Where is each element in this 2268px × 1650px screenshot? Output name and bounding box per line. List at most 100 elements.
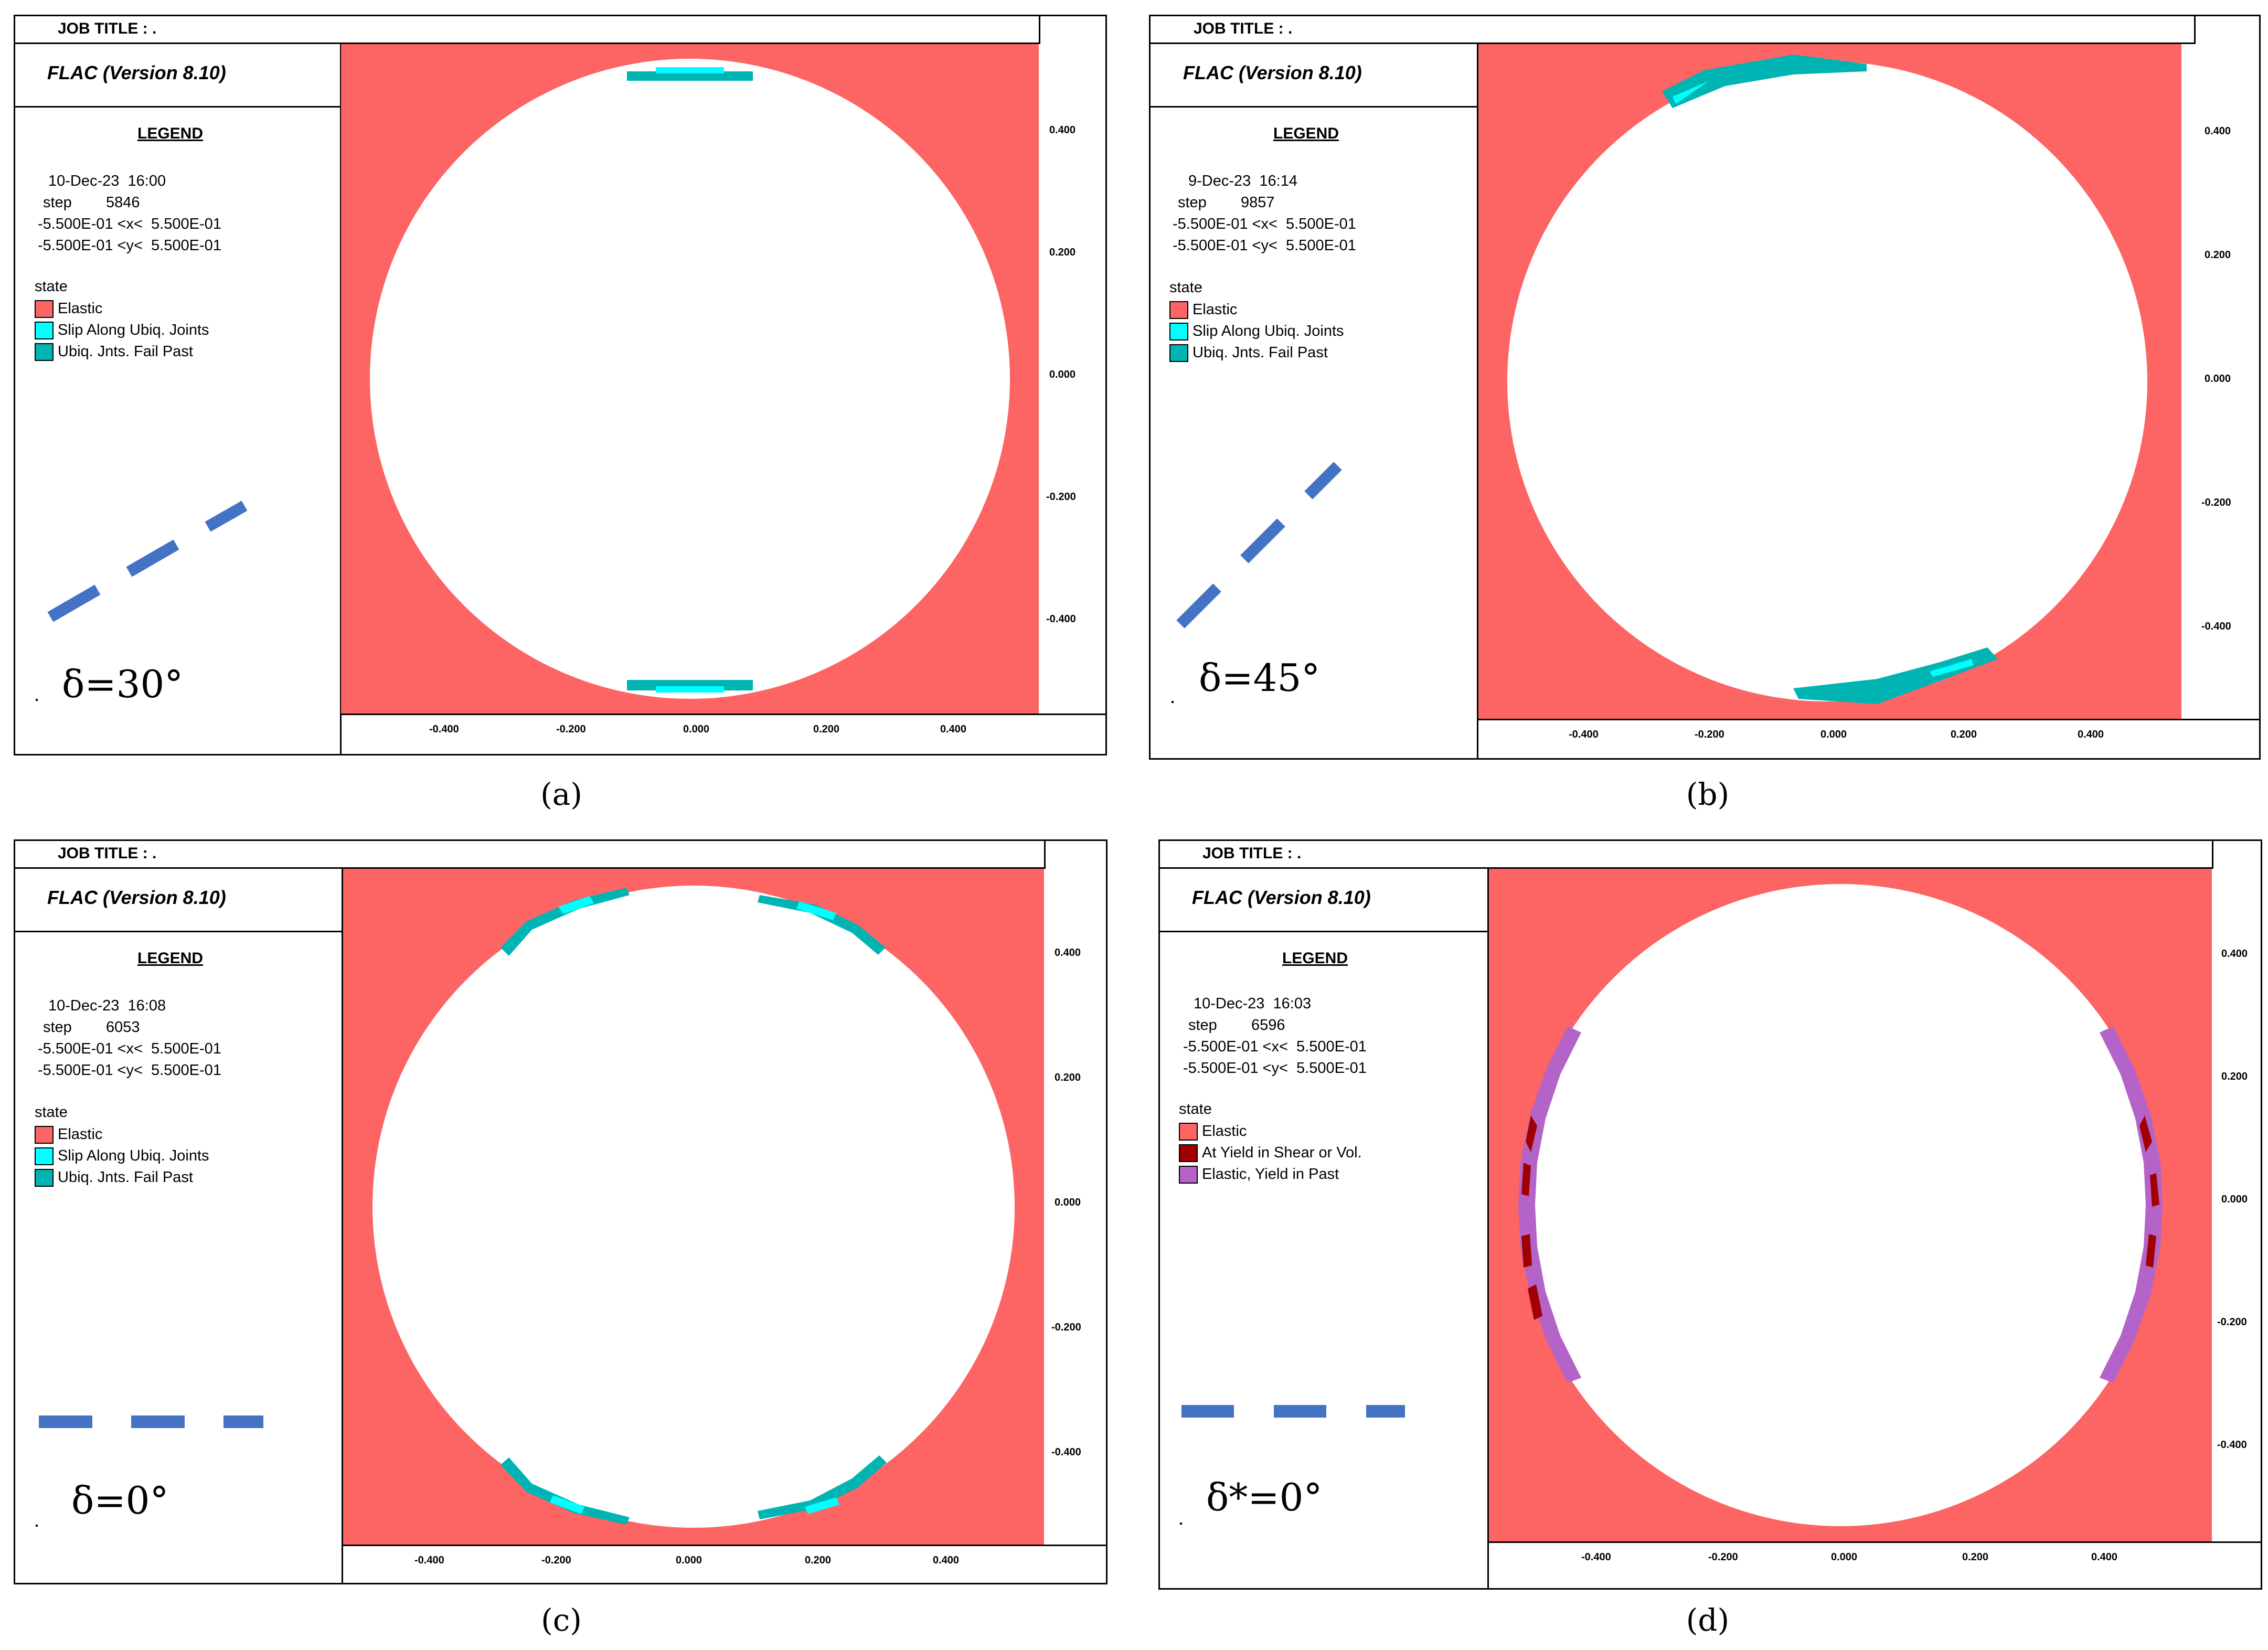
- yield-now-zone-left: [1521, 1115, 1542, 1320]
- joint-orientation-dashes: [1176, 462, 1342, 629]
- x-tick: 0.400: [2078, 729, 2104, 740]
- legend-divider: [1477, 42, 1478, 760]
- state-title: state: [1179, 1101, 1212, 1117]
- fail-zone-top: [627, 71, 753, 81]
- program-divider: [1149, 106, 1478, 108]
- step-label: step: [43, 1019, 72, 1036]
- model-plot: [343, 869, 1044, 1545]
- program-divider: [14, 106, 341, 108]
- x-tick: -0.200: [1695, 729, 1724, 740]
- joint-orientation-dashes: [39, 1415, 263, 1428]
- axis-divider: [1039, 15, 1040, 42]
- x-axis-divider: [340, 714, 1107, 715]
- y-tick: -0.200: [1051, 1322, 1081, 1333]
- program-version: FLAC (Version 8.10): [1183, 62, 1362, 83]
- step-label: step: [43, 194, 72, 211]
- job-title: JOB TITLE : .: [58, 845, 157, 862]
- step-value: 6053: [106, 1019, 140, 1036]
- x-tick: -0.400: [414, 1555, 444, 1566]
- swatch-elastic: [35, 1126, 54, 1144]
- caption: (c): [541, 1602, 582, 1638]
- delta-label: δ=45°: [1199, 656, 1321, 700]
- job-title: JOB TITLE : .: [1194, 20, 1293, 37]
- marker-dot: [1172, 701, 1174, 703]
- x-tick: 0.400: [940, 723, 966, 735]
- tunnel-opening: [370, 59, 1010, 699]
- x-tick: 0.000: [683, 723, 709, 735]
- model-plot: [1478, 44, 2181, 719]
- panel-a: JOB TITLE : . FLAC (Version 8.10) LEGEND…: [0, 0, 1123, 829]
- x-tick: 0.000: [676, 1555, 702, 1566]
- y-axis: 0.400 0.200 0.000 -0.200 -0.400: [2217, 948, 2248, 1451]
- fail-zone-bottom-right: [758, 1455, 887, 1519]
- x-tick: 0.400: [933, 1555, 959, 1566]
- swatch-slip: [1169, 323, 1188, 341]
- program-divider: [14, 931, 343, 932]
- x-axis: -0.400 -0.200 0.000 0.200 0.400: [414, 1555, 959, 1566]
- swatch-elastic: [1179, 1123, 1198, 1141]
- y-tick: -0.400: [2201, 621, 2231, 632]
- yield-now-zone-right: [2139, 1115, 2159, 1268]
- swatch-yield-now: [1179, 1144, 1198, 1163]
- slip-zone-bottom-left: [550, 1495, 584, 1514]
- slip-zone-bottom: [656, 686, 724, 693]
- tunnel-opening: [1507, 61, 2147, 701]
- tunnel-opening: [1519, 884, 2161, 1526]
- legend-divider: [340, 42, 342, 755]
- y-tick: -0.200: [1046, 491, 1076, 503]
- title-divider: [14, 42, 1040, 44]
- x-range: -5.500E-01 <x< 5.500E-01: [1173, 216, 1356, 232]
- state-slip: Slip Along Ubiq. Joints: [1169, 321, 1344, 342]
- y-tick: 0.000: [2205, 373, 2231, 385]
- delta-label: δ=0°: [71, 1478, 169, 1523]
- y-tick: 0.000: [1055, 1197, 1081, 1208]
- x-tick: 0.400: [2091, 1551, 2117, 1563]
- x-axis-divider: [1487, 1541, 2262, 1543]
- y-tick: 0.200: [1049, 247, 1076, 258]
- x-tick: -0.200: [541, 1555, 571, 1566]
- model-plot: [341, 44, 1039, 714]
- state-title: state: [1169, 279, 1202, 296]
- y-tick: -0.200: [2217, 1316, 2247, 1328]
- state-elastic: Elastic: [1169, 299, 1237, 320]
- x-tick: -0.400: [1569, 729, 1599, 740]
- swatch-elastic: [1169, 301, 1188, 320]
- y-axis: 0.400 0.200 0.000 -0.200 -0.400: [1046, 124, 1076, 625]
- x-tick: -0.200: [1708, 1551, 1738, 1563]
- x-tick: 0.000: [1820, 729, 1847, 740]
- date-time: 10-Dec-23 16:08: [48, 997, 166, 1014]
- x-tick: -0.400: [429, 723, 459, 735]
- fail-zone-bottom: [1793, 647, 1998, 704]
- x-tick: 0.000: [1831, 1551, 1857, 1563]
- fail-zone-top-right: [758, 895, 886, 955]
- marker-dot: [1180, 1523, 1182, 1525]
- axis-divider: [2194, 15, 2196, 42]
- x-tick: 0.200: [805, 1555, 831, 1566]
- program-divider: [1158, 931, 1489, 932]
- job-title: JOB TITLE : .: [58, 20, 157, 37]
- x-range: -5.500E-01 <x< 5.500E-01: [38, 1040, 221, 1057]
- state-slip: Slip Along Ubiq. Joints: [35, 320, 209, 340]
- x-tick: -0.200: [556, 723, 586, 735]
- fail-zone-top-left: [501, 888, 630, 956]
- x-range: -5.500E-01 <x< 5.500E-01: [38, 216, 221, 232]
- joint-orientation-dashes: [1181, 1405, 1405, 1418]
- slip-zone-bottom-right: [805, 1497, 839, 1514]
- date-time: 10-Dec-23 16:00: [48, 173, 166, 189]
- legend-divider: [342, 867, 343, 1584]
- x-range: -5.500E-01 <x< 5.500E-01: [1183, 1038, 1367, 1055]
- state-elastic: Elastic: [35, 298, 102, 319]
- swatch-slip: [35, 322, 54, 340]
- axis-divider: [1044, 839, 1046, 867]
- program-version: FLAC (Version 8.10): [1192, 887, 1371, 908]
- x-axis: -0.400 -0.200 0.000 0.200 0.400: [1569, 729, 2104, 740]
- y-tick: 0.200: [2221, 1071, 2248, 1082]
- slip-zone-top: [656, 67, 724, 73]
- state-slip: Slip Along Ubiq. Joints: [35, 1145, 209, 1166]
- fail-zone-bottom-left: [501, 1457, 630, 1525]
- state-elastic: Elastic: [1179, 1121, 1247, 1142]
- date-time: 10-Dec-23 16:03: [1194, 995, 1312, 1012]
- state-title: state: [35, 278, 68, 295]
- y-tick: -0.400: [2217, 1439, 2247, 1451]
- y-tick: 0.200: [2205, 249, 2231, 261]
